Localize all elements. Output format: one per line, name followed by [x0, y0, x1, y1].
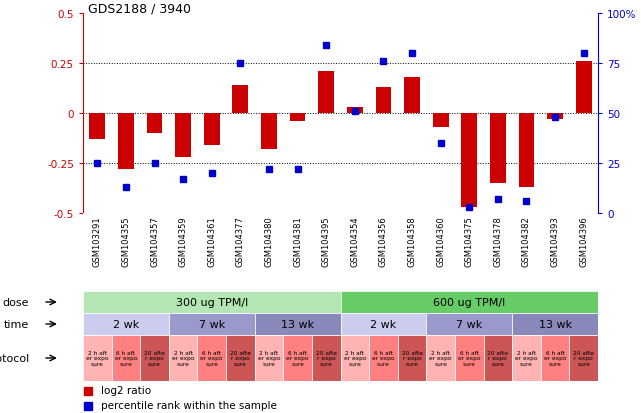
- Bar: [197, 335, 226, 381]
- Bar: [112, 335, 140, 381]
- Bar: [569, 335, 598, 381]
- Bar: [462, 114, 477, 207]
- Text: GDS2188 / 3940: GDS2188 / 3940: [88, 3, 191, 16]
- Bar: [369, 335, 397, 381]
- Bar: [83, 291, 340, 313]
- Text: 6 h aft
er expo
sure: 6 h aft er expo sure: [201, 350, 223, 366]
- Text: dose: dose: [3, 297, 29, 307]
- Bar: [83, 313, 169, 335]
- Text: 300 ug TPM/l: 300 ug TPM/l: [176, 297, 248, 307]
- Text: 2 wk: 2 wk: [370, 319, 397, 329]
- Text: 2 wk: 2 wk: [113, 319, 139, 329]
- Text: 2 h aft
er expo
sure: 2 h aft er expo sure: [515, 350, 538, 366]
- Text: 2 h aft
er expo
sure: 2 h aft er expo sure: [86, 350, 108, 366]
- Text: 6 h aft
er expo
sure: 6 h aft er expo sure: [458, 350, 481, 366]
- Bar: [261, 114, 277, 150]
- Bar: [397, 335, 426, 381]
- Bar: [547, 114, 563, 120]
- Text: 2 h aft
er expo
sure: 2 h aft er expo sure: [429, 350, 452, 366]
- Bar: [254, 313, 340, 335]
- Text: 6 h aft
er expo
sure: 6 h aft er expo sure: [287, 350, 309, 366]
- Bar: [340, 335, 369, 381]
- Bar: [426, 313, 512, 335]
- Bar: [340, 313, 426, 335]
- Bar: [283, 335, 312, 381]
- Bar: [576, 62, 592, 114]
- Text: 7 wk: 7 wk: [199, 319, 225, 329]
- Text: time: time: [4, 319, 29, 329]
- Bar: [404, 78, 420, 114]
- Text: 13 wk: 13 wk: [538, 319, 572, 329]
- Bar: [376, 88, 391, 114]
- Text: GSM104361: GSM104361: [207, 216, 216, 266]
- Text: 6 h aft
er expo
sure: 6 h aft er expo sure: [544, 350, 567, 366]
- Bar: [90, 114, 105, 140]
- Bar: [426, 335, 455, 381]
- Bar: [433, 114, 449, 128]
- Text: GSM104357: GSM104357: [150, 216, 159, 266]
- Bar: [512, 335, 541, 381]
- Bar: [347, 108, 363, 114]
- Text: 2 h aft
er expo
sure: 2 h aft er expo sure: [344, 350, 366, 366]
- Text: GSM104393: GSM104393: [551, 216, 560, 266]
- Bar: [140, 335, 169, 381]
- Bar: [512, 313, 598, 335]
- Text: GSM104396: GSM104396: [579, 216, 588, 266]
- Text: 7 wk: 7 wk: [456, 319, 483, 329]
- Text: GSM104356: GSM104356: [379, 216, 388, 266]
- Bar: [455, 335, 483, 381]
- Bar: [169, 313, 254, 335]
- Text: 2 h aft
er expo
sure: 2 h aft er expo sure: [172, 350, 194, 366]
- Text: GSM104378: GSM104378: [494, 216, 503, 266]
- Bar: [541, 335, 569, 381]
- Text: GSM104375: GSM104375: [465, 216, 474, 266]
- Text: 6 h aft
er expo
sure: 6 h aft er expo sure: [115, 350, 137, 366]
- Bar: [290, 114, 306, 122]
- Bar: [519, 114, 535, 188]
- Text: 20 afte
r expo
sure: 20 afte r expo sure: [230, 350, 251, 366]
- Text: GSM103291: GSM103291: [93, 216, 102, 266]
- Text: GSM104381: GSM104381: [293, 216, 302, 266]
- Bar: [226, 335, 254, 381]
- Text: GSM104382: GSM104382: [522, 216, 531, 266]
- Bar: [118, 114, 134, 170]
- Bar: [204, 114, 220, 146]
- Bar: [169, 335, 197, 381]
- Bar: [490, 114, 506, 183]
- Text: 20 afte
r expo
sure: 20 afte r expo sure: [144, 350, 165, 366]
- Text: 2 h aft
er expo
sure: 2 h aft er expo sure: [258, 350, 280, 366]
- Text: percentile rank within the sample: percentile rank within the sample: [101, 401, 277, 411]
- Text: 13 wk: 13 wk: [281, 319, 314, 329]
- Text: GSM104377: GSM104377: [236, 216, 245, 266]
- Text: GSM104359: GSM104359: [179, 216, 188, 266]
- Text: log2 ratio: log2 ratio: [101, 386, 151, 396]
- Text: GSM104395: GSM104395: [322, 216, 331, 266]
- Text: GSM104358: GSM104358: [408, 216, 417, 266]
- Text: 20 afte
r expo
sure: 20 afte r expo sure: [487, 350, 508, 366]
- Text: GSM104360: GSM104360: [436, 216, 445, 266]
- Text: 20 afte
r expo
sure: 20 afte r expo sure: [573, 350, 594, 366]
- Bar: [312, 335, 340, 381]
- Text: protocol: protocol: [0, 353, 29, 363]
- Text: GSM104380: GSM104380: [265, 216, 274, 266]
- Bar: [340, 291, 598, 313]
- Text: GSM104354: GSM104354: [350, 216, 360, 266]
- Bar: [254, 335, 283, 381]
- Text: GSM104355: GSM104355: [121, 216, 130, 266]
- Bar: [233, 86, 248, 114]
- Bar: [319, 72, 334, 114]
- Bar: [83, 335, 112, 381]
- Text: 600 ug TPM/l: 600 ug TPM/l: [433, 297, 505, 307]
- Text: 20 afte
r expo
sure: 20 afte r expo sure: [316, 350, 337, 366]
- Bar: [147, 114, 162, 134]
- Text: 6 h aft
er expo
sure: 6 h aft er expo sure: [372, 350, 395, 366]
- Text: 20 afte
r expo
sure: 20 afte r expo sure: [401, 350, 422, 366]
- Bar: [175, 114, 191, 158]
- Bar: [483, 335, 512, 381]
